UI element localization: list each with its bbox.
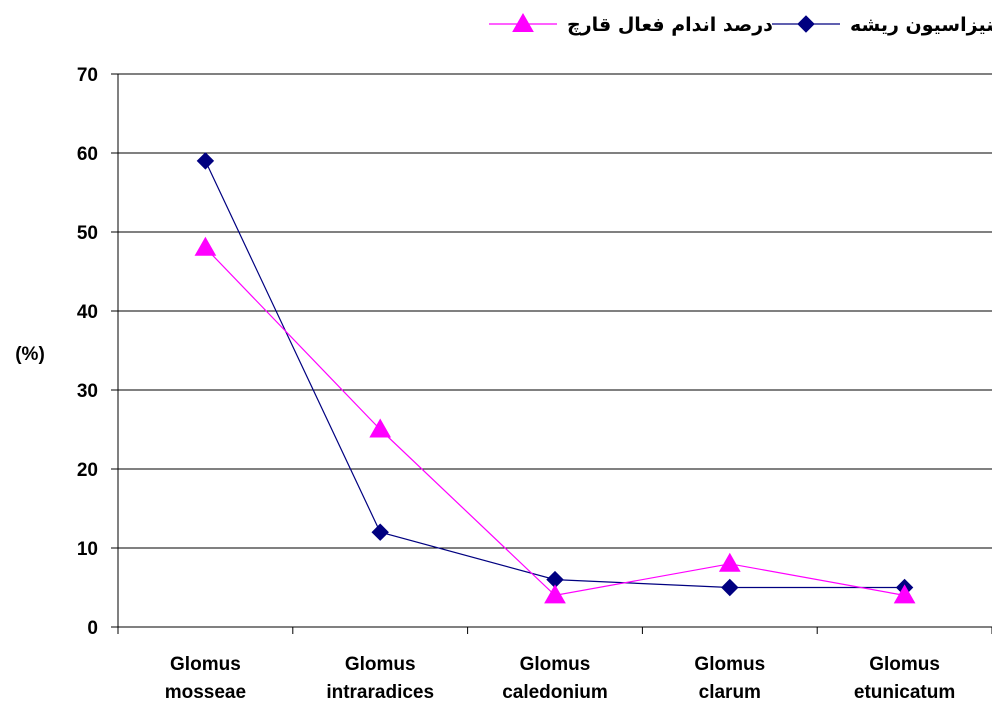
y-tick-label: 10: [77, 539, 98, 560]
y-tick-label: 40: [77, 302, 98, 323]
data-point-series-1: [721, 578, 739, 597]
legend-label-series-1: درصد کلنیزاسیون ریشه: [850, 14, 992, 36]
gridlines: [118, 73, 992, 549]
y-tick-label: 60: [77, 144, 98, 165]
series-line-1: [204, 160, 905, 589]
y-tick-label: 50: [77, 223, 98, 244]
data-point-series-1: [371, 523, 389, 541]
legend-label-series-2: درصد اندام فعال قارچ: [567, 14, 773, 36]
data-point-series-2: [544, 584, 566, 604]
series-line-2: [204, 247, 905, 597]
legend: درصد کلنیزاسیون ریشه درصد اندام فعال قارچ: [489, 12, 992, 36]
tick-labels: 0 10 20 30 40 50 60 70 Glomus mosseae Glomus intrar…: [77, 65, 955, 703]
x-tick-label: Glomus: [345, 654, 416, 675]
x-tick-label: intraradices: [326, 682, 434, 703]
series-lines: [204, 160, 905, 597]
x-tick-label: etunicatum: [854, 682, 955, 703]
data-point-series-2: [893, 584, 916, 604]
x-tick-label: caledonium: [502, 682, 608, 703]
x-tick-label: Glomus: [520, 654, 591, 675]
legend-triangle-marker: [512, 12, 534, 32]
x-tick-label: mosseae: [165, 682, 246, 703]
data-point-series-2: [718, 552, 741, 572]
y-tick-label: 20: [77, 460, 98, 481]
data-point-series-2: [369, 418, 392, 438]
data-point-series-1: [196, 152, 215, 170]
data-point-series-2: [194, 236, 217, 256]
legend-diamond-marker: [797, 15, 815, 33]
y-tick-label: 30: [77, 381, 98, 402]
y-tick-label: 0: [87, 618, 98, 639]
x-tick-label: clarum: [699, 682, 761, 703]
x-tick-label: Glomus: [869, 654, 940, 675]
x-tick-label: Glomus: [170, 654, 241, 675]
y-axis-label: (%): [15, 344, 45, 365]
x-tick-label: Glomus: [694, 654, 765, 675]
y-tick-label: 70: [77, 65, 98, 86]
axes: [111, 73, 992, 634]
series-markers: [194, 152, 916, 604]
